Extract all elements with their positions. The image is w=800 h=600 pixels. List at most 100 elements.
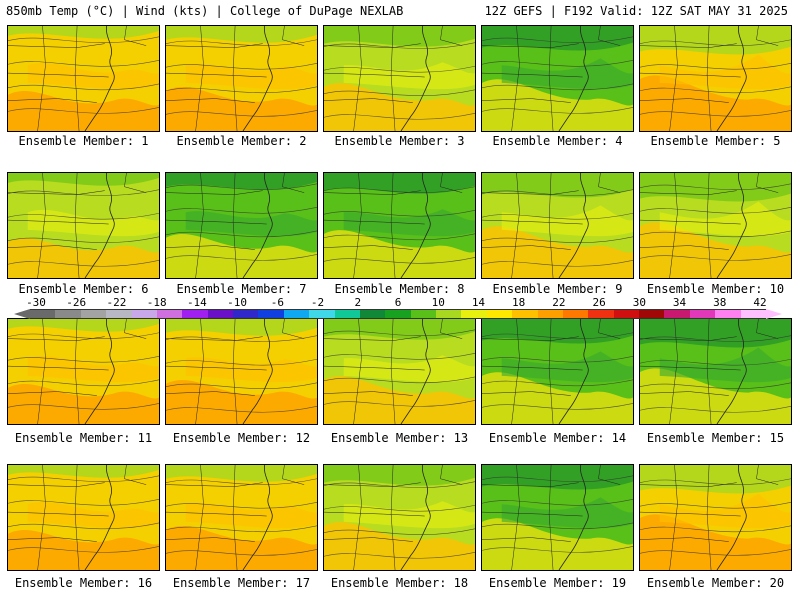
state-border (640, 391, 729, 396)
state-border (8, 245, 97, 250)
colorbar-swatch (562, 310, 589, 318)
colorbar-tick-label: -26 (66, 296, 87, 309)
temperature-contour (324, 481, 475, 488)
colorbar-tick-label: -18 (146, 296, 167, 309)
mid-region (185, 357, 317, 383)
temperature-contour (640, 254, 791, 261)
ensemble-member-label: Ensemble Member: 11 (14, 431, 153, 445)
mid-region (501, 497, 633, 529)
header-title: 850mb Temp (°C) | Wind (kts) | College o… (6, 4, 404, 18)
temperature-contour (482, 546, 633, 553)
temperature-contour (482, 107, 633, 114)
colorbar-swatch (689, 310, 716, 318)
temperature-contour (8, 356, 159, 363)
coastline (84, 465, 115, 570)
state-border (324, 391, 413, 396)
cool-region (482, 465, 633, 490)
temperature-contour (8, 475, 159, 482)
temperature-contour (482, 260, 633, 267)
mid-region (659, 54, 791, 90)
temperature-contour (640, 502, 791, 509)
temperature-contour (166, 86, 317, 94)
state-border (482, 482, 579, 487)
state-border (166, 365, 267, 371)
temperature-contour (640, 549, 791, 556)
mid-region (659, 201, 791, 237)
state-border (598, 319, 621, 339)
temperature-contour (8, 83, 159, 91)
ensemble-member-map (639, 464, 792, 571)
ensemble-member-label: Ensemble Member: 20 (646, 576, 785, 590)
colorbar-swatch (664, 310, 690, 318)
ensemble-member-map (639, 318, 792, 425)
state-border (548, 319, 554, 424)
ensemble-member-map (165, 25, 318, 132)
temperature-contour (324, 376, 475, 384)
mid-region (185, 211, 317, 237)
state-border (166, 482, 263, 487)
ensemble-member-map (165, 464, 318, 571)
colorbar-tick-label: 22 (552, 296, 566, 309)
colorbar-tick-label: 14 (471, 296, 486, 309)
cool-region (640, 319, 791, 348)
colorbar-tick-label: -6 (270, 296, 284, 309)
state-border (482, 98, 571, 103)
colorbar-tick-label: -2 (310, 296, 325, 309)
state-border (8, 98, 97, 103)
temperature-contour (482, 236, 633, 243)
temperature-contour (482, 403, 633, 410)
cool-region (324, 319, 475, 340)
state-border (640, 98, 729, 103)
cool-region (482, 26, 633, 51)
state-border (324, 190, 421, 195)
temperature-contour (166, 254, 317, 261)
state-border (440, 26, 463, 46)
state-border (8, 511, 109, 517)
temperature-contour (640, 86, 791, 94)
state-border (640, 365, 741, 371)
state-border (166, 537, 255, 542)
temperature-contour (8, 332, 159, 339)
state-border (756, 465, 779, 485)
state-border (124, 173, 147, 193)
state-border (353, 26, 362, 131)
coastline (716, 26, 747, 131)
temperature-contour (8, 189, 159, 196)
state-border (640, 245, 729, 250)
temperature-contour (166, 478, 317, 485)
state-border (8, 537, 97, 542)
colorbar-tick-label: -10 (227, 296, 248, 309)
ensemble-member-map (7, 172, 160, 279)
ensemble-member-map (481, 172, 634, 279)
state-border (640, 511, 741, 517)
state-border (282, 465, 305, 485)
ensemble-member-map (323, 318, 476, 425)
ensemble-member-label: Ensemble Member: 7 (176, 282, 307, 296)
temperature-contour (8, 379, 159, 387)
colorbar-swatch (283, 310, 310, 318)
state-border (756, 26, 779, 46)
state-border (166, 391, 255, 396)
state-border (124, 319, 147, 339)
coastline (558, 173, 589, 278)
temperature-contour (8, 236, 159, 243)
state-border (324, 219, 425, 225)
state-border (482, 72, 583, 78)
coastline (242, 173, 273, 278)
temperature-colorbar: -30 -26 -22 -18 -14 -10 -6 -2 2 6 10 14 18 22 26 30 34 38… (0, 296, 800, 320)
state-border (598, 26, 621, 46)
state-border (166, 511, 267, 517)
colorbar-swatch (537, 310, 563, 318)
temperature-contour (640, 382, 791, 389)
ensemble-member-label: Ensemble Member: 8 (334, 282, 465, 296)
temperature-contour (324, 257, 475, 264)
ensemble-member-map (323, 464, 476, 571)
mid-region (501, 351, 633, 383)
ensemble-member-label: Ensemble Member: 9 (492, 282, 623, 296)
temperature-contour (482, 212, 633, 220)
temperature-contour (482, 83, 633, 91)
state-border (640, 72, 741, 78)
temperature-contour (8, 499, 159, 506)
colorbar-scale (30, 309, 766, 319)
temperature-contour (482, 522, 633, 530)
